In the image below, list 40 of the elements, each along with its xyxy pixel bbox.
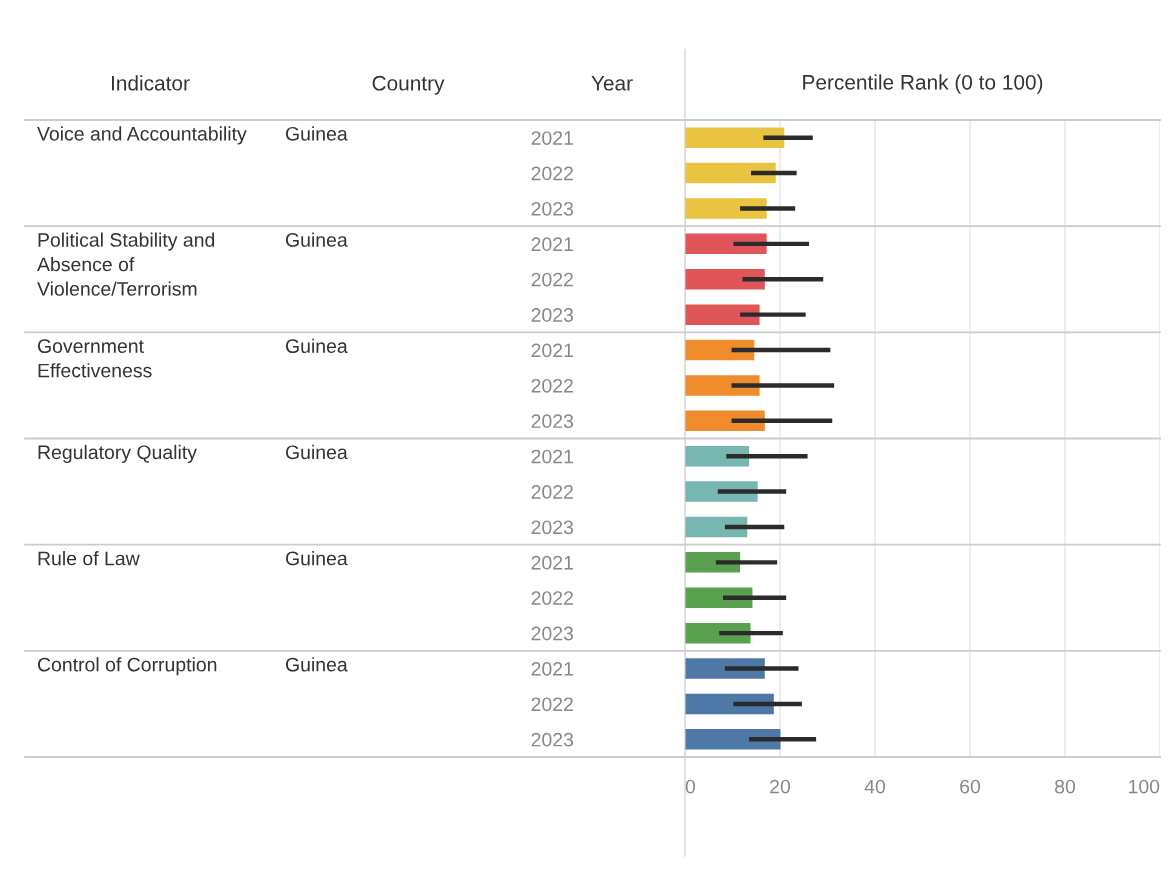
y-tick-label: 2021 [531, 237, 573, 252]
text: Year [591, 76, 633, 91]
text: Voice and Accountability [37, 126, 247, 145]
text: Indicator [111, 75, 190, 91]
y-tick-label: 2022 [531, 166, 573, 181]
y-tick-label: 2023 [531, 732, 574, 747]
y-tick-label: 2023 [531, 520, 574, 535]
x-axis-title: Percentile Rank (0 to 100) [803, 74, 1043, 94]
text: Government Effectiveness [37, 339, 152, 378]
y-tick-label: 2022 [531, 272, 573, 287]
x-tick-label: 80 [1055, 779, 1076, 794]
x-tick-label: 20 [770, 779, 791, 794]
text: Guinea [285, 126, 348, 141]
text: Rule of Law [38, 551, 140, 566]
x-tick-label: 60 [960, 779, 981, 794]
text: Guinea [285, 444, 348, 460]
y-tick-label: 2021 [531, 343, 573, 358]
y-tick-label: 2022 [531, 697, 573, 712]
text: Control of Corruption [37, 657, 217, 676]
y-tick-label: 2023 [531, 414, 574, 429]
x-tick-label: 0 [685, 779, 696, 794]
y-tick-label: 2021 [531, 662, 573, 676]
text: Guinea [285, 657, 348, 672]
y-tick-label: 2022 [531, 591, 573, 605]
y-tick-label: 2023 [531, 626, 574, 641]
text: Regulatory Quality [38, 444, 197, 463]
text: Political Stability and Absence of Violence/Terrorism [37, 232, 215, 296]
y-tick-label: 2022 [531, 485, 573, 499]
y-tick-label: 2021 [531, 131, 573, 145]
text: Guinea [285, 551, 348, 566]
y-tick-label: 2021 [531, 555, 573, 570]
text: Guinea [285, 338, 348, 353]
y-tick-label: 2023 [531, 201, 574, 216]
y-tick-label: 2021 [531, 449, 573, 464]
x-tick-label: 100 [1129, 779, 1160, 794]
text: Guinea [285, 232, 348, 247]
text: Country [372, 75, 445, 95]
x-tick-label: 40 [864, 779, 886, 794]
y-tick-label: 2023 [531, 308, 574, 322]
y-tick-label: 2022 [531, 378, 573, 393]
